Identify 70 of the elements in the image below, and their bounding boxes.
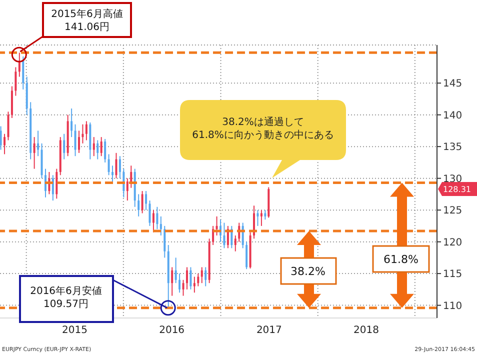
candlestick — [74, 124, 76, 157]
x-tick-label: 2016 — [159, 325, 185, 336]
candlestick — [246, 241, 248, 270]
candlestick — [7, 111, 10, 141]
y-tick-label: 140 — [443, 110, 462, 122]
candlestick — [178, 273, 181, 294]
candlestick — [204, 266, 207, 287]
candlestick — [193, 276, 196, 294]
candlestick — [160, 216, 162, 236]
candlestick — [96, 140, 99, 160]
annotation: 61.8% — [384, 253, 418, 266]
candlestick — [63, 133, 66, 160]
candlestick — [130, 165, 132, 188]
candlestick — [70, 108, 73, 138]
candlestick — [156, 206, 158, 230]
candlestick — [126, 178, 128, 202]
candlestick — [0, 126, 2, 150]
candlestick — [190, 266, 192, 290]
candlestick — [37, 130, 40, 157]
candlestick — [108, 154, 110, 176]
candlestick — [197, 273, 200, 287]
candlestick — [52, 174, 54, 202]
candlestick — [92, 136, 95, 157]
candlestick — [14, 66, 17, 96]
x-tick-label: 2015 — [62, 325, 88, 336]
candlestick — [115, 152, 118, 179]
y-tick-label: 130 — [443, 174, 462, 185]
candlestick — [253, 205, 256, 240]
candlestick — [264, 210, 266, 220]
annotation: 2016年6月安値 109.57円 — [30, 285, 102, 310]
candlestick — [100, 136, 102, 157]
candlestick — [260, 210, 262, 226]
candlestick — [223, 222, 226, 249]
annotation: 38.2% — [290, 265, 326, 278]
annotation: 2015年6月高値 141.06円 — [51, 8, 123, 33]
candlestick — [216, 216, 218, 236]
candlestick — [33, 136, 36, 170]
y-tick-label: 125 — [443, 206, 462, 217]
candlestick — [56, 168, 58, 200]
annotation: 38.2%は通過して 61.8%に向かう動きの中にある — [192, 116, 334, 141]
candlestick — [182, 279, 184, 296]
candlestick — [200, 266, 203, 284]
y-tick-label: 115 — [443, 269, 462, 280]
candlestick — [82, 124, 84, 144]
candlestick — [145, 190, 148, 211]
candlestick — [152, 210, 154, 233]
x-tick-label: 2018 — [354, 325, 379, 336]
candlestick — [22, 56, 24, 90]
y-tick-label: 120 — [443, 237, 462, 248]
candlestick — [78, 130, 80, 154]
text: 128.31 — [443, 185, 471, 194]
candlestick — [164, 225, 166, 258]
candlestick — [234, 234, 236, 252]
candlestick — [186, 266, 188, 290]
candlestick — [112, 165, 114, 182]
x-tick-label: 2017 — [256, 325, 282, 336]
candlestick — [148, 200, 151, 226]
candlestick — [85, 120, 88, 141]
candlestick — [104, 138, 106, 163]
candlestick — [138, 194, 140, 217]
y-tick-label: 135 — [443, 142, 462, 154]
candlestick — [141, 190, 144, 214]
y-tick-label: 110 — [443, 300, 462, 312]
y-tick-label: 145 — [443, 78, 462, 90]
candlestick — [118, 156, 121, 179]
candlestick — [256, 210, 259, 226]
candlestick — [4, 133, 6, 155]
candlestick — [212, 225, 214, 246]
candlestick — [171, 266, 174, 296]
candlestick — [174, 257, 177, 284]
